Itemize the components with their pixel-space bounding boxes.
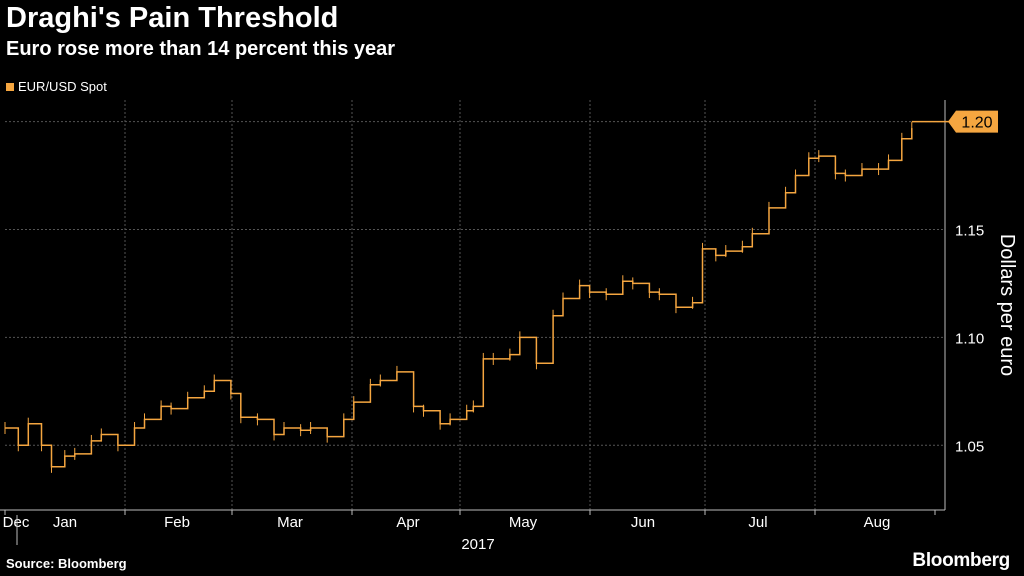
x-tick-label: Jul	[748, 514, 767, 531]
last-value-badge	[948, 110, 998, 133]
chart-title: Draghi's Pain Threshold	[6, 2, 339, 34]
legend-swatch	[6, 82, 14, 91]
legend: EUR/USD Spot	[6, 79, 107, 94]
x-tick-label: Dec	[3, 514, 30, 531]
x-tick-label: Feb	[164, 514, 190, 531]
bloomberg-logo: Bloomberg	[912, 550, 1010, 571]
eurusd-series-line	[5, 128, 913, 468]
chart-subtitle: Euro rose more than 14 percent this year	[6, 38, 396, 60]
x-tick-label: Aug	[864, 514, 891, 531]
last-value-label: 1.20	[961, 115, 992, 132]
x-tick-label: Jun	[631, 514, 655, 531]
y-tick-label: 1.05	[955, 438, 984, 455]
y-axis-title: Dollars per euro	[996, 234, 1018, 376]
x-tick-label: Mar	[277, 514, 303, 531]
source-note: Source: Bloomberg	[6, 556, 127, 571]
legend-label: EUR/USD Spot	[18, 79, 107, 94]
x-tick-label: Jan	[53, 514, 77, 531]
year-label: 2017	[461, 536, 494, 553]
x-tick-label: May	[509, 514, 538, 531]
x-tick-label: Apr	[396, 514, 419, 531]
y-tick-label: 1.10	[955, 330, 984, 347]
y-tick-label: 1.15	[955, 222, 984, 239]
